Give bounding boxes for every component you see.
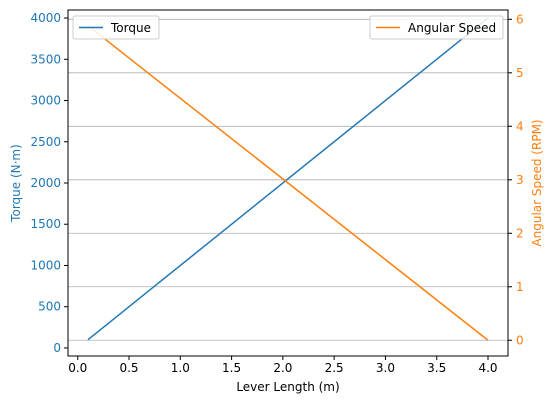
series-line-torque [87, 17, 489, 341]
right-y-tick-label-6: 6 [516, 12, 524, 26]
left-y-axis-ticks: 0 500 1000 1500 2000 2500 3000 3500 4000 [30, 11, 68, 355]
right-y-tick-label-4: 4 [516, 119, 524, 133]
legend-torque-box [72, 15, 160, 40]
x-tick-label-6: 3.0 [376, 361, 395, 375]
x-tick-label-4: 2.0 [273, 361, 292, 375]
left-y-axis-title: Torque (N·m) [9, 144, 23, 223]
x-tick-label-7: 3.5 [427, 361, 446, 375]
right-y-tick-label-5: 5 [516, 66, 524, 80]
x-axis-title: Lever Length (m) [236, 380, 339, 394]
x-tick-label-2: 1.0 [171, 361, 190, 375]
legend-angular-speed-box [369, 15, 504, 40]
legend-angular-speed-label: Angular Speed [408, 21, 496, 35]
left-y-tick-label-7: 3500 [30, 52, 61, 66]
x-axis-ticks: 0.0 0.5 1.0 1.5 2.0 2.5 3.0 3.5 4.0 [68, 356, 498, 375]
x-tick-label-8: 4.0 [478, 361, 497, 375]
x-tick-label-3: 1.5 [222, 361, 241, 375]
left-y-tick-label-8: 4000 [30, 11, 61, 25]
legend-torque: Torque [72, 15, 160, 40]
x-tick-label-0: 0.0 [68, 361, 87, 375]
left-y-tick-label-3: 1500 [30, 217, 61, 231]
right-y-tick-label-2: 2 [516, 226, 524, 240]
legend-torque-label: Torque [110, 21, 151, 35]
x-tick-label-5: 2.5 [325, 361, 344, 375]
right-y-axis-title: Angular Speed (RPM) [530, 119, 544, 246]
series-lines [87, 17, 489, 341]
legend-angular-speed: Angular Speed [369, 15, 504, 40]
right-y-axis-ticks: 0 1 2 3 4 5 6 [508, 12, 524, 347]
right-y-tick-label-0: 0 [516, 333, 524, 347]
left-y-tick-label-4: 2000 [30, 176, 61, 190]
left-y-tick-label-1: 500 [38, 300, 61, 314]
series-line-angular-speed [87, 25, 489, 341]
right-y-tick-label-3: 3 [516, 173, 524, 187]
left-y-tick-label-0: 0 [53, 341, 61, 355]
right-y-tick-label-1: 1 [516, 280, 524, 294]
left-y-tick-label-5: 2500 [30, 135, 61, 149]
x-tick-label-1: 0.5 [119, 361, 138, 375]
left-y-tick-label-2: 1000 [30, 258, 61, 272]
left-y-tick-label-6: 3000 [30, 94, 61, 108]
